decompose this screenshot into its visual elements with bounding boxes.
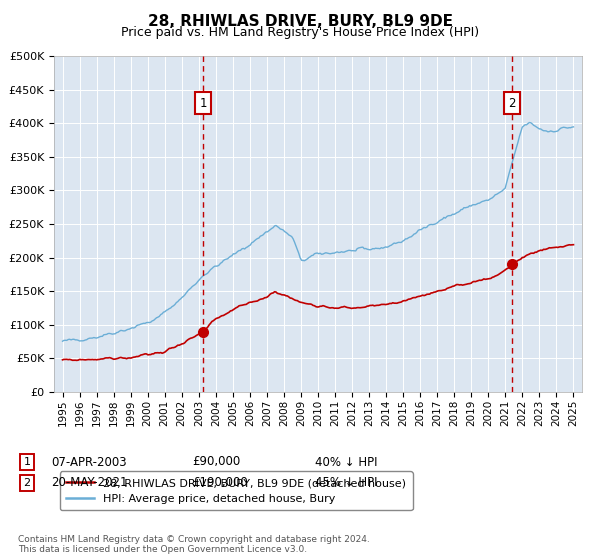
- Text: 40% ↓ HPI: 40% ↓ HPI: [315, 455, 377, 469]
- Text: 45% ↓ HPI: 45% ↓ HPI: [315, 476, 377, 489]
- Text: Contains HM Land Registry data © Crown copyright and database right 2024.
This d: Contains HM Land Registry data © Crown c…: [18, 535, 370, 554]
- Text: 07-APR-2003: 07-APR-2003: [51, 455, 127, 469]
- Text: 1: 1: [200, 96, 207, 110]
- Text: £90,000: £90,000: [192, 455, 240, 469]
- Text: £190,000: £190,000: [192, 476, 248, 489]
- Text: 2: 2: [23, 478, 31, 488]
- Text: 1: 1: [23, 457, 31, 467]
- Text: 20-MAY-2021: 20-MAY-2021: [51, 476, 128, 489]
- Text: Price paid vs. HM Land Registry's House Price Index (HPI): Price paid vs. HM Land Registry's House …: [121, 26, 479, 39]
- Text: 2: 2: [508, 96, 515, 110]
- Text: 28, RHIWLAS DRIVE, BURY, BL9 9DE: 28, RHIWLAS DRIVE, BURY, BL9 9DE: [148, 14, 452, 29]
- Legend: 28, RHIWLAS DRIVE, BURY, BL9 9DE (detached house), HPI: Average price, detached : 28, RHIWLAS DRIVE, BURY, BL9 9DE (detach…: [59, 472, 413, 510]
